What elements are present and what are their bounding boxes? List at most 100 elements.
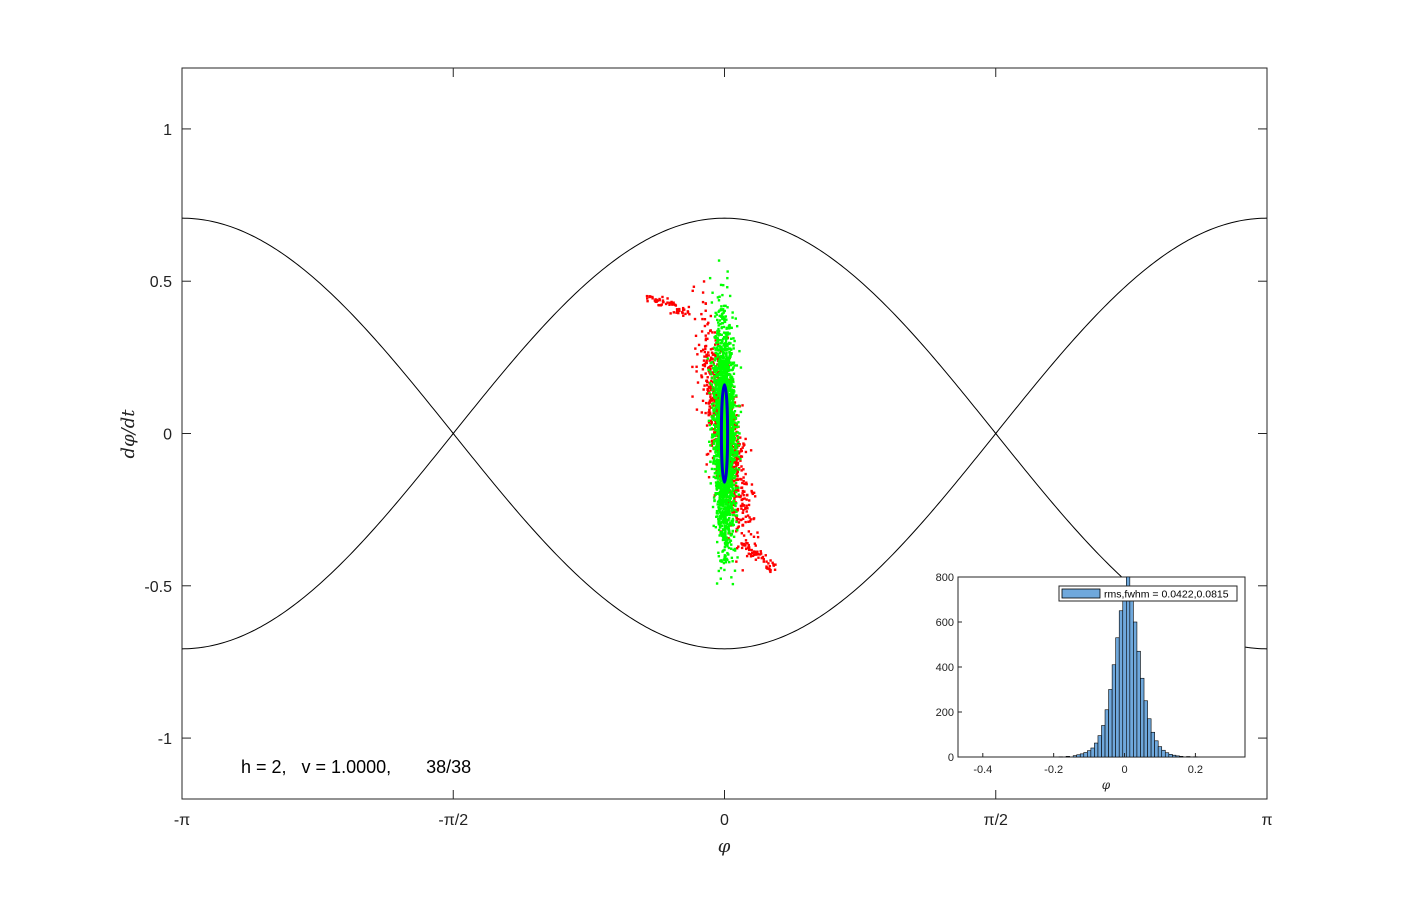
green-particle [718,361,721,365]
green-particle [721,513,724,516]
green-particle [712,416,715,420]
green-particle [733,416,737,419]
green-particle [715,399,719,402]
red-particle [759,550,762,553]
green-particle [718,519,721,523]
green-particle [724,315,728,318]
red-particle [735,471,739,475]
green-particle [725,380,728,384]
x-tick-label: -π/2 [438,812,468,829]
y-tick-label: 1 [163,122,172,139]
green-particle [735,394,738,397]
red-particle [762,557,766,561]
green-particle [731,378,735,381]
green-particle [712,410,715,413]
red-particle [711,353,715,356]
red-particle [751,492,754,496]
green-particle [710,361,714,364]
red-particle [709,358,713,361]
red-particle [747,552,751,555]
red-particle [750,491,754,494]
green-particle [712,440,716,443]
red-particle [741,517,745,521]
green-particle [731,376,734,379]
red-particle [706,337,709,341]
green-particle [722,441,725,444]
green-particle [726,495,729,499]
green-particle [725,519,729,522]
green-particle [725,493,729,496]
green-particle [716,483,719,486]
red-particle [747,543,750,547]
green-particle [716,347,719,351]
green-particle [722,518,725,522]
green-particle [734,317,737,320]
green-particle [715,582,719,585]
green-particle [714,357,717,360]
green-particle [720,559,723,562]
green-particle [713,394,716,398]
green-particle [716,477,720,480]
green-particle [725,345,728,348]
green-particle [725,351,728,354]
red-particle [751,554,755,557]
green-particle [723,319,726,322]
green-particle [732,494,736,498]
red-particle [734,478,738,481]
green-particle [712,446,716,449]
green-particle [721,354,725,357]
red-particle [745,510,748,513]
red-particle [662,301,665,304]
red-particle [740,546,744,550]
green-particle [726,379,729,382]
green-particle [721,493,724,496]
histogram-bar [1097,735,1102,758]
green-particle [724,420,727,424]
green-particle [712,496,716,499]
red-particle [749,553,752,556]
red-particle [708,329,712,333]
green-particle [720,531,723,535]
green-particle [727,360,731,363]
green-particle [728,494,732,497]
green-particle [732,513,736,517]
green-particle [731,399,734,402]
green-particle [724,378,728,381]
red-particle [695,365,698,368]
red-particle [704,309,707,312]
green-particle [732,426,736,430]
red-particle [708,401,712,404]
green-particle [725,348,728,352]
green-particle [728,356,731,359]
green-particle [720,502,723,505]
green-particle [731,361,735,364]
red-particle [730,465,734,468]
green-particle [722,433,726,436]
green-particle [725,510,729,513]
green-particle [723,360,726,364]
red-particle [710,364,713,368]
green-particle [709,444,712,447]
red-particle [748,520,752,523]
red-particle [732,480,735,483]
histogram-bar [1161,749,1166,758]
green-particle [717,324,720,327]
red-particle [744,544,747,547]
green-particle [708,440,711,443]
green-particle [721,515,725,518]
green-particle [721,380,724,383]
red-particle [691,395,694,398]
y-axis-label: dφ/dt [118,409,139,459]
green-particle [719,577,722,580]
green-particle [709,370,712,373]
green-particle [735,514,738,517]
green-particle [717,521,720,524]
green-particle [711,505,715,509]
green-particle [735,510,738,514]
green-particle [733,471,736,475]
green-particle [704,470,707,473]
green-particle [718,496,721,499]
green-particle [718,295,721,298]
green-particle [728,419,732,422]
green-particle [720,356,724,359]
